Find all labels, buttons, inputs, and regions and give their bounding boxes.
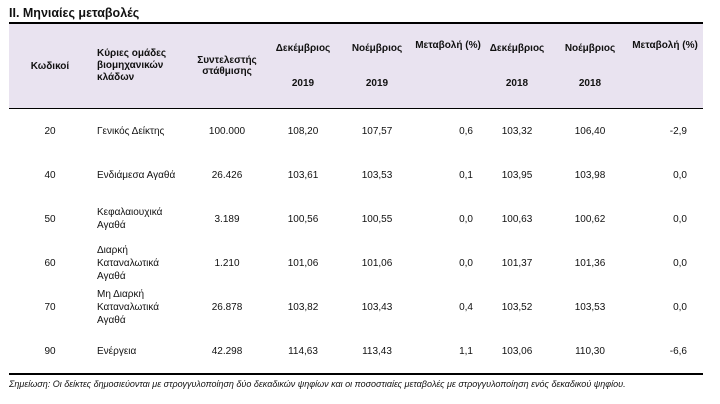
cell-change-2018: 0,0 bbox=[673, 169, 687, 181]
header-dec-2018: Δεκέμβριος 2018 bbox=[481, 24, 553, 109]
cell-group-name: Κεφαλαιουχικά Αγαθά bbox=[97, 207, 163, 231]
cell-change-2019: 1,1 bbox=[415, 329, 481, 375]
cell-dec-2019: 114,63 bbox=[267, 329, 339, 375]
cell-code: 40 bbox=[44, 169, 56, 181]
cell-change-2019: 0,6 bbox=[459, 125, 473, 137]
header-dec-2019: Δεκέμβριος 2019 bbox=[267, 24, 339, 109]
header-dec-label: Δεκέμβριος bbox=[275, 43, 331, 54]
cell-change-2018: -6,6 bbox=[627, 329, 703, 375]
cell-change-2018: 0,0 bbox=[673, 213, 687, 225]
header-year-2018: 2018 bbox=[578, 78, 602, 89]
cell-nov-2018: 110,30 bbox=[553, 329, 627, 375]
cell-change-2019: 0,0 bbox=[459, 257, 473, 269]
table-row: 60 Διαρκή Καταναλωτικά Αγαθά 1.210 101,0… bbox=[9, 241, 703, 285]
header-nov-label: Νοέμβριος bbox=[564, 43, 616, 54]
header-groups: Κύριες ομάδες βιομηχανικών κλάδων bbox=[91, 24, 187, 109]
footnote: Σημείωση: Οι δείκτες δημοσιεύονται με στ… bbox=[9, 379, 626, 389]
cell-group-name: Γενικός Δείκτης bbox=[97, 125, 165, 137]
section-title: II. Μηνιαίες μεταβολές bbox=[9, 6, 140, 20]
header-year-2019: 2019 bbox=[291, 78, 315, 89]
monthly-changes-table: Κωδικοί Κύριες ομάδες βιομηχανικών κλάδω… bbox=[9, 24, 703, 375]
cell-nov-2019: 101,06 bbox=[361, 257, 393, 269]
cell-nov-2019: 103,53 bbox=[361, 169, 393, 181]
header-change-2018: Μεταβολή (%) bbox=[627, 24, 703, 109]
table-row: 20 Γενικός Δείκτης 100.000 108,20 107,57… bbox=[9, 109, 703, 154]
table-row: 50 Κεφαλαιουχικά Αγαθά 3.189 100,56 100,… bbox=[9, 197, 703, 241]
cell-group-name: Ενδιάμεσα Αγαθά bbox=[97, 169, 176, 181]
cell-change-2019: 0,1 bbox=[459, 169, 473, 181]
cell-nov-2018: 101,36 bbox=[574, 257, 606, 269]
cell-nov-2018: 100,62 bbox=[574, 213, 606, 225]
table-row: 40 Ενδιάμεσα Αγαθά 26.426 103,61 103,53 … bbox=[9, 153, 703, 197]
cell-change-2018: 0,0 bbox=[673, 301, 687, 313]
cell-dec-2018: 100,63 bbox=[501, 213, 533, 225]
cell-nov-2019: 100,55 bbox=[361, 213, 393, 225]
cell-dec-2019: 103,82 bbox=[287, 301, 319, 313]
cell-weight: 26.426 bbox=[211, 169, 243, 181]
cell-nov-2018: 103,98 bbox=[574, 169, 606, 181]
cell-dec-2018: 103,95 bbox=[501, 169, 533, 181]
cell-weight: 100.000 bbox=[208, 125, 246, 137]
cell-dec-2018: 101,37 bbox=[501, 257, 533, 269]
cell-weight: 42.298 bbox=[187, 329, 267, 375]
header-row: Κωδικοί Κύριες ομάδες βιομηχανικών κλάδω… bbox=[9, 24, 703, 109]
cell-change-2019: 0,0 bbox=[459, 213, 473, 225]
cell-dec-2019: 100,56 bbox=[287, 213, 319, 225]
cell-nov-2019: 107,57 bbox=[361, 125, 393, 137]
cell-group-name: Διαρκή Καταναλωτικά Αγαθά bbox=[97, 244, 160, 282]
cell-dec-2018: 103,06 bbox=[481, 329, 553, 375]
cell-weight: 3.189 bbox=[214, 213, 240, 225]
cell-dec-2019: 103,61 bbox=[287, 169, 319, 181]
cell-group-name: Μη Διαρκή Καταναλωτικά Αγαθά bbox=[97, 288, 160, 326]
cell-dec-2018: 103,32 bbox=[501, 125, 533, 137]
cell-code: 50 bbox=[44, 213, 56, 225]
cell-dec-2019: 108,20 bbox=[287, 125, 319, 137]
cell-change-2018: -2,9 bbox=[669, 125, 687, 137]
cell-group-name: Ενέργεια bbox=[91, 329, 187, 375]
cell-change-2018: 0,0 bbox=[673, 257, 687, 269]
cell-nov-2018: 103,53 bbox=[574, 301, 606, 313]
top-rule bbox=[9, 22, 703, 24]
cell-code: 20 bbox=[44, 125, 56, 137]
header-year-2018: 2018 bbox=[505, 78, 529, 89]
header-nov-2019: Νοέμβριος 2019 bbox=[339, 24, 415, 109]
cell-nov-2019: 113,43 bbox=[339, 329, 415, 375]
cell-nov-2018: 106,40 bbox=[574, 125, 606, 137]
cell-weight: 1.210 bbox=[214, 257, 240, 269]
header-nov-2018: Νοέμβριος 2018 bbox=[553, 24, 627, 109]
header-dec-label: Δεκέμβριος bbox=[489, 43, 545, 54]
cell-dec-2018: 103,52 bbox=[501, 301, 533, 313]
header-code: Κωδικοί bbox=[9, 24, 91, 109]
cell-code: 70 bbox=[44, 301, 56, 313]
cell-weight: 26.878 bbox=[211, 301, 243, 313]
header-year-2019: 2019 bbox=[365, 78, 389, 89]
cell-dec-2019: 101,06 bbox=[287, 257, 319, 269]
cell-code: 60 bbox=[44, 257, 56, 269]
header-nov-label: Νοέμβριος bbox=[351, 43, 403, 54]
cell-change-2019: 0,4 bbox=[459, 301, 473, 313]
header-weight: Συντελεστής στάθμισης bbox=[187, 24, 267, 109]
cell-code: 90 bbox=[9, 329, 91, 375]
cell-nov-2019: 103,43 bbox=[361, 301, 393, 313]
table-row: 90 Ενέργεια 42.298 114,63 113,43 1,1 103… bbox=[9, 329, 703, 375]
table-row: 70 Μη Διαρκή Καταναλωτικά Αγαθά 26.878 1… bbox=[9, 285, 703, 329]
header-change-2019: Μεταβολή (%) bbox=[415, 24, 481, 109]
